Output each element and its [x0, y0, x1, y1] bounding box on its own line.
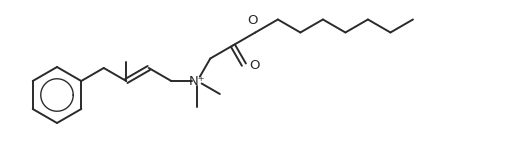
Text: O: O	[249, 59, 259, 72]
Text: N⁺: N⁺	[189, 74, 206, 88]
Text: O: O	[247, 15, 258, 28]
